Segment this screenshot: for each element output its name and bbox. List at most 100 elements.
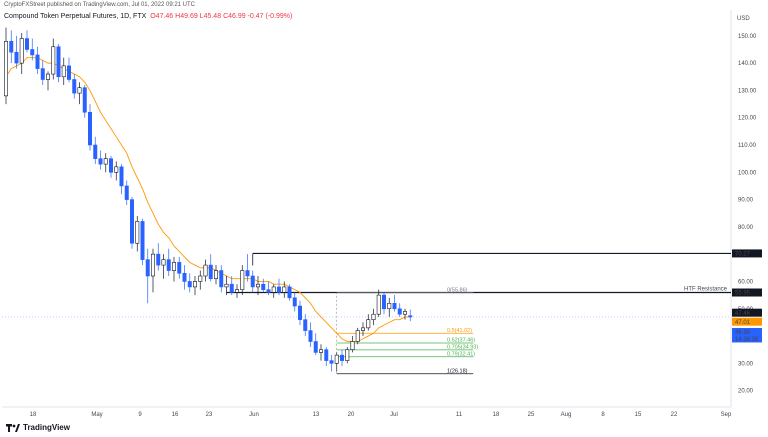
candle-bearish	[67, 65, 72, 80]
candle-bearish	[119, 166, 124, 187]
candle-bearish	[308, 330, 313, 342]
candle-bullish	[235, 289, 240, 293]
brand-watermark: TradingView	[6, 423, 70, 432]
candle-bearish	[40, 68, 45, 80]
fib-level-label: 1(26.18)	[447, 368, 468, 374]
candle-bullish	[114, 166, 119, 173]
symbol-name: Compound Token Perpetual Futures, 1D, FT…	[4, 13, 147, 20]
x-tick-label: Jun	[249, 412, 259, 418]
candle-bearish	[208, 264, 213, 280]
x-tick-label: Aug	[561, 412, 572, 418]
y-tick-label: 30.00	[738, 361, 754, 367]
price-axis-badge	[732, 308, 762, 317]
candle-bullish	[4, 40, 9, 97]
x-tick-label: Sep	[721, 412, 732, 418]
candle-bullish	[103, 158, 108, 165]
candle-bullish	[282, 286, 287, 293]
ohlc-low: L45.48	[199, 13, 222, 20]
candle-bullish	[366, 319, 371, 329]
candle-bearish	[297, 305, 302, 320]
candle-bearish	[140, 221, 145, 260]
candle-bearish	[266, 289, 271, 293]
candle-bullish	[193, 281, 198, 288]
candle-bullish	[255, 283, 260, 288]
htf-resistance-label: HTF Resistance	[684, 287, 728, 293]
x-tick-label: 13	[313, 412, 320, 418]
x-tick-label: 23	[206, 412, 213, 418]
candle-bullish	[19, 38, 24, 64]
candle-bearish	[261, 283, 266, 290]
candle-bullish	[224, 283, 229, 288]
candle-bearish	[245, 270, 250, 277]
price-axis-badge-label: 55.95	[735, 291, 751, 297]
y-tick-label: 120.00	[738, 116, 757, 122]
candle-bearish	[166, 259, 171, 271]
x-tick-label: May	[91, 412, 102, 418]
candle-bullish	[45, 73, 50, 80]
x-tick-label: 9	[138, 412, 142, 418]
fib-level-label: 0.5(41.02)	[447, 328, 472, 334]
candle-bearish	[339, 354, 344, 361]
price-axis-badge	[732, 327, 762, 336]
candle-bearish	[303, 319, 308, 331]
ohlc-open: O47.46	[150, 13, 174, 20]
candle-bearish	[109, 158, 114, 173]
candle-bearish	[229, 283, 234, 293]
x-tick-label: 22	[671, 412, 678, 418]
price-axis-badge-label: 14:38:36	[735, 337, 759, 343]
candle-bearish	[56, 46, 61, 78]
candle-bullish	[161, 259, 166, 266]
candle-bearish	[145, 259, 150, 277]
candle-bearish	[313, 341, 318, 353]
candle-bearish	[98, 158, 103, 165]
candle-bearish	[124, 185, 129, 200]
candle-bullish	[376, 294, 381, 315]
candle-bullish	[355, 330, 360, 342]
y-tick-label: 110.00	[738, 143, 757, 149]
candle-bearish	[392, 302, 397, 310]
x-tick-label: 18	[30, 412, 37, 418]
price-axis-badge	[732, 335, 762, 343]
candle-bullish	[345, 349, 350, 361]
candle-bearish	[30, 49, 35, 56]
candle-bullish	[151, 253, 156, 277]
price-axis-badge	[732, 249, 762, 258]
x-tick-label: 11	[456, 412, 463, 418]
candle-bullish	[77, 87, 82, 94]
x-tick-label: 16	[172, 412, 179, 418]
published-caption: CryptoFXStreet published on TradingView.…	[4, 2, 195, 8]
candle-bearish	[177, 262, 182, 274]
fib-level-label: 0.62(37.46)	[447, 337, 475, 343]
candle-bullish	[360, 327, 365, 331]
y-axis-title: USD	[737, 16, 750, 22]
candle-bearish	[292, 297, 297, 307]
candle-bearish	[287, 286, 292, 299]
candle-bullish	[135, 221, 140, 244]
candle-bearish	[14, 51, 19, 64]
price-axis-badge-label: 70.27	[735, 252, 751, 258]
candle-bullish	[203, 264, 208, 277]
y-tick-label: 60.00	[738, 279, 754, 285]
x-tick-label: 18	[493, 412, 500, 418]
candle-bearish	[82, 87, 87, 113]
candle-bullish	[371, 313, 376, 320]
candle-bullish	[350, 341, 355, 350]
candle-bullish	[318, 349, 323, 353]
ohlc-high: H49.69	[175, 13, 198, 20]
ema-line	[5, 57, 411, 342]
candle-bearish	[130, 199, 135, 244]
price-axis-badge-label: 46.99	[735, 330, 751, 336]
candle-bearish	[397, 308, 402, 315]
candle-bullish	[172, 262, 177, 271]
x-tick-label: 25	[528, 412, 535, 418]
price-axis-badge	[732, 288, 762, 297]
y-tick-label: 80.00	[738, 225, 754, 231]
fib-level-label: 0.79(32.41)	[447, 351, 475, 357]
y-tick-label: 20.00	[738, 389, 754, 395]
ohlc-close: C46.99	[223, 13, 246, 20]
candle-bullish	[271, 286, 276, 293]
candle-bearish	[408, 315, 413, 318]
candle-bearish	[93, 144, 98, 159]
candle-bullish	[402, 311, 407, 315]
